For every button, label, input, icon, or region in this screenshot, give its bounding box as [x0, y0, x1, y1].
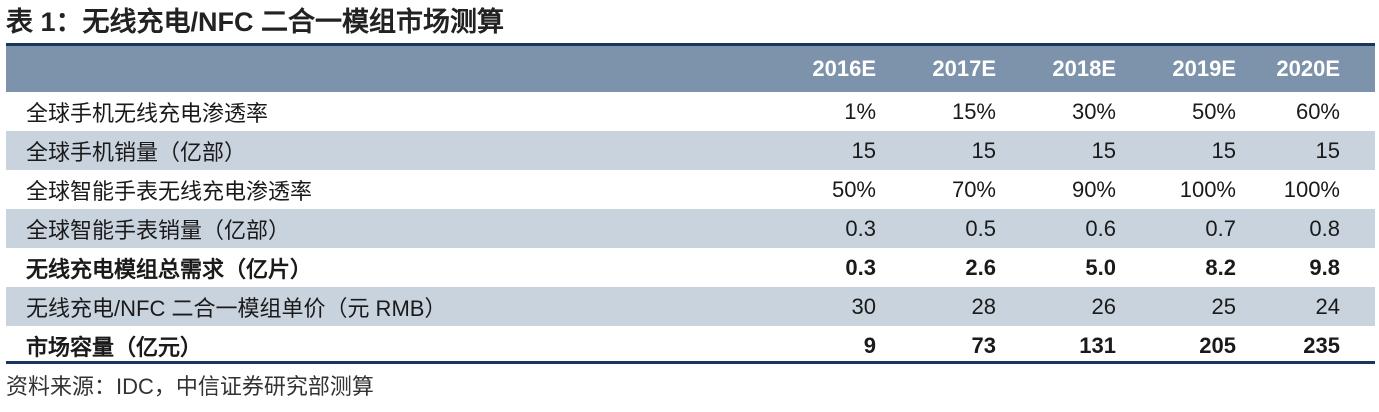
row-value: 0.8: [1309, 215, 1340, 241]
row-value: 73: [971, 332, 996, 358]
bottom-rule: [6, 361, 1375, 364]
table-row: 全球智能手表无线充电渗透率 50% 70% 90% 100% 100%: [6, 170, 1375, 209]
row-value: 15: [1315, 137, 1340, 163]
row-value: 0.7: [1205, 215, 1236, 241]
top-rule: [6, 43, 1375, 46]
row-value: 5.0: [1085, 254, 1116, 280]
row-label: 全球智能手表无线充电渗透率: [26, 178, 313, 204]
row-label: 无线充电/NFC 二合一模组单价（元 RMB）: [26, 295, 447, 321]
row-value: 0.5: [965, 215, 996, 241]
header-cell-2017: 2017E: [932, 56, 996, 81]
row-value: 70%: [951, 176, 996, 202]
row-value: 205: [1199, 332, 1236, 358]
row-value: 28: [971, 293, 996, 319]
row-value: 100%: [1283, 176, 1340, 202]
header-cell-2018: 2018E: [1052, 56, 1116, 81]
row-value: 0.3: [845, 215, 876, 241]
row-value: 0.3: [845, 254, 876, 280]
header-cell-2016: 2016E: [812, 56, 876, 81]
row-value: 8.2: [1205, 254, 1236, 280]
row-value: 25: [1211, 293, 1236, 319]
row-value: 30%: [1071, 98, 1116, 124]
row-value: 50%: [1191, 98, 1236, 124]
row-value: 15: [1091, 137, 1116, 163]
row-label: 全球智能手表销量（亿部）: [26, 217, 291, 243]
row-label: 市场容量（亿元）: [26, 334, 203, 360]
table-row: 全球手机销量（亿部） 15 15 15 15 15: [6, 131, 1375, 170]
row-value: 90%: [1071, 176, 1116, 202]
table-header-row: 2016E 2017E 2018E 2019E 2020E: [6, 46, 1375, 92]
row-value: 30: [851, 293, 876, 319]
row-label: 全球手机销量（亿部）: [26, 139, 247, 165]
row-value: 50%: [831, 176, 876, 202]
row-value: 9: [863, 332, 876, 358]
row-value: 24: [1315, 293, 1340, 319]
row-value: 1%: [844, 98, 876, 124]
table-row: 全球手机无线充电渗透率 1% 15% 30% 50% 60%: [6, 92, 1375, 131]
table-row: 无线充电模组总需求（亿片） 0.3 2.6 5.0 8.2 9.8: [6, 248, 1375, 287]
row-label: 无线充电模组总需求（亿片）: [26, 256, 313, 282]
row-value: 235: [1303, 332, 1340, 358]
row-label: 全球手机无线充电渗透率: [26, 100, 269, 126]
row-value: 2.6: [965, 254, 996, 280]
row-value: 15: [971, 137, 996, 163]
row-value: 60%: [1295, 98, 1340, 124]
source-note: 资料来源：IDC，中信证券研究部测算: [6, 374, 374, 399]
row-value: 0.6: [1085, 215, 1116, 241]
header-cell-2020: 2020E: [1276, 56, 1340, 81]
row-value: 15%: [951, 98, 996, 124]
row-value: 26: [1091, 293, 1116, 319]
row-value: 9.8: [1309, 254, 1340, 280]
row-value: 15: [1211, 137, 1236, 163]
row-value: 15: [851, 137, 876, 163]
header-cell-2019: 2019E: [1172, 56, 1236, 81]
data-table: 2016E 2017E 2018E 2019E 2020E 全球手机无线充电渗透…: [6, 46, 1375, 365]
table-row: 市场容量（亿元） 9 73 131 205 235: [6, 326, 1375, 365]
table-title: 表 1：无线充电/NFC 二合一模组市场测算: [6, 7, 505, 37]
row-value: 131: [1079, 332, 1116, 358]
table-row: 无线充电/NFC 二合一模组单价（元 RMB） 30 28 26 25 24: [6, 287, 1375, 326]
row-value: 100%: [1179, 176, 1236, 202]
table-row: 全球智能手表销量（亿部） 0.3 0.5 0.6 0.7 0.8: [6, 209, 1375, 248]
